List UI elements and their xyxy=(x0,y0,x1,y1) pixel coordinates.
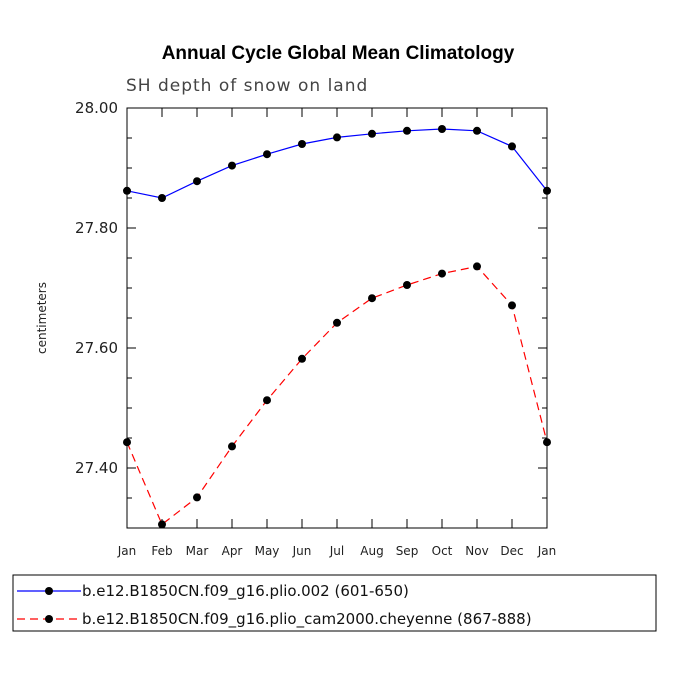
data-point xyxy=(298,354,306,363)
y-tick-label: 27.40 xyxy=(75,459,118,477)
data-point xyxy=(473,262,481,271)
series-2 xyxy=(123,262,551,529)
data-point xyxy=(473,126,481,135)
x-tick-label: Nov xyxy=(465,544,488,558)
legend-marker xyxy=(45,587,53,595)
chart-title: Annual Cycle Global Mean Climatology xyxy=(162,43,515,64)
y-axis-label: centimeters xyxy=(35,282,49,354)
data-point xyxy=(228,161,236,170)
x-tick-label: Oct xyxy=(432,544,453,558)
series-layer xyxy=(123,125,551,529)
data-point xyxy=(508,142,516,151)
data-point xyxy=(193,493,201,502)
y-tick-labels: 27.40 27.60 27.80 28.00 xyxy=(75,99,118,477)
x-tick-label: Jun xyxy=(292,544,312,558)
axis-ticks xyxy=(126,107,548,529)
x-tick-label: Aug xyxy=(360,544,383,558)
plot-area xyxy=(126,107,548,529)
data-point xyxy=(438,269,446,278)
y-tick-label: 27.80 xyxy=(75,219,118,237)
data-point xyxy=(228,442,236,451)
data-point xyxy=(508,301,516,310)
legend-box xyxy=(12,574,657,632)
data-point xyxy=(368,129,376,138)
legend-label: b.e12.B1850CN.f09_g16.plio_cam2000.cheye… xyxy=(82,610,532,629)
data-point xyxy=(263,396,271,405)
data-point xyxy=(438,125,446,133)
data-point xyxy=(123,186,131,195)
x-tick-label: Sep xyxy=(396,544,419,558)
data-point xyxy=(368,294,376,303)
legend-marker xyxy=(45,615,53,623)
series-1 xyxy=(123,125,551,202)
data-point xyxy=(193,177,201,186)
data-point xyxy=(298,140,306,148)
data-point xyxy=(403,281,411,289)
data-point xyxy=(333,318,341,327)
legend: b.e12.B1850CN.f09_g16.plio.002 (601-650)… xyxy=(12,574,657,632)
plot-frame xyxy=(126,107,548,529)
x-tick-label: May xyxy=(255,544,280,558)
data-point xyxy=(543,438,551,447)
x-tick-label: Jan xyxy=(117,544,137,558)
series-line xyxy=(126,265,548,526)
data-point xyxy=(403,126,411,135)
x-tick-label: Feb xyxy=(151,544,172,558)
legend-item: b.e12.B1850CN.f09_g16.plio.002 (601-650) xyxy=(17,582,409,601)
x-tick-label: Mar xyxy=(186,544,209,558)
data-point xyxy=(158,194,166,202)
legend-label: b.e12.B1850CN.f09_g16.plio.002 (601-650) xyxy=(82,582,409,601)
x-tick-label: Dec xyxy=(500,544,523,558)
data-point xyxy=(333,133,341,142)
data-point xyxy=(543,186,551,195)
y-tick-label: 27.60 xyxy=(75,339,118,357)
data-point xyxy=(158,520,166,529)
data-point xyxy=(263,150,271,159)
x-tick-label: Jul xyxy=(329,544,344,558)
chart-subtitle: SH depth of snow on land xyxy=(126,76,368,96)
x-tick-labels: Jan Feb Mar Apr May Jun Jul Aug Sep Oct Nov Dec Jan xyxy=(117,544,557,558)
x-tick-label: Jan xyxy=(537,544,557,558)
data-point xyxy=(123,438,131,447)
y-tick-label: 28.00 xyxy=(75,99,118,117)
legend-item: b.e12.B1850CN.f09_g16.plio_cam2000.cheye… xyxy=(17,610,532,629)
x-tick-label: Apr xyxy=(222,544,243,558)
